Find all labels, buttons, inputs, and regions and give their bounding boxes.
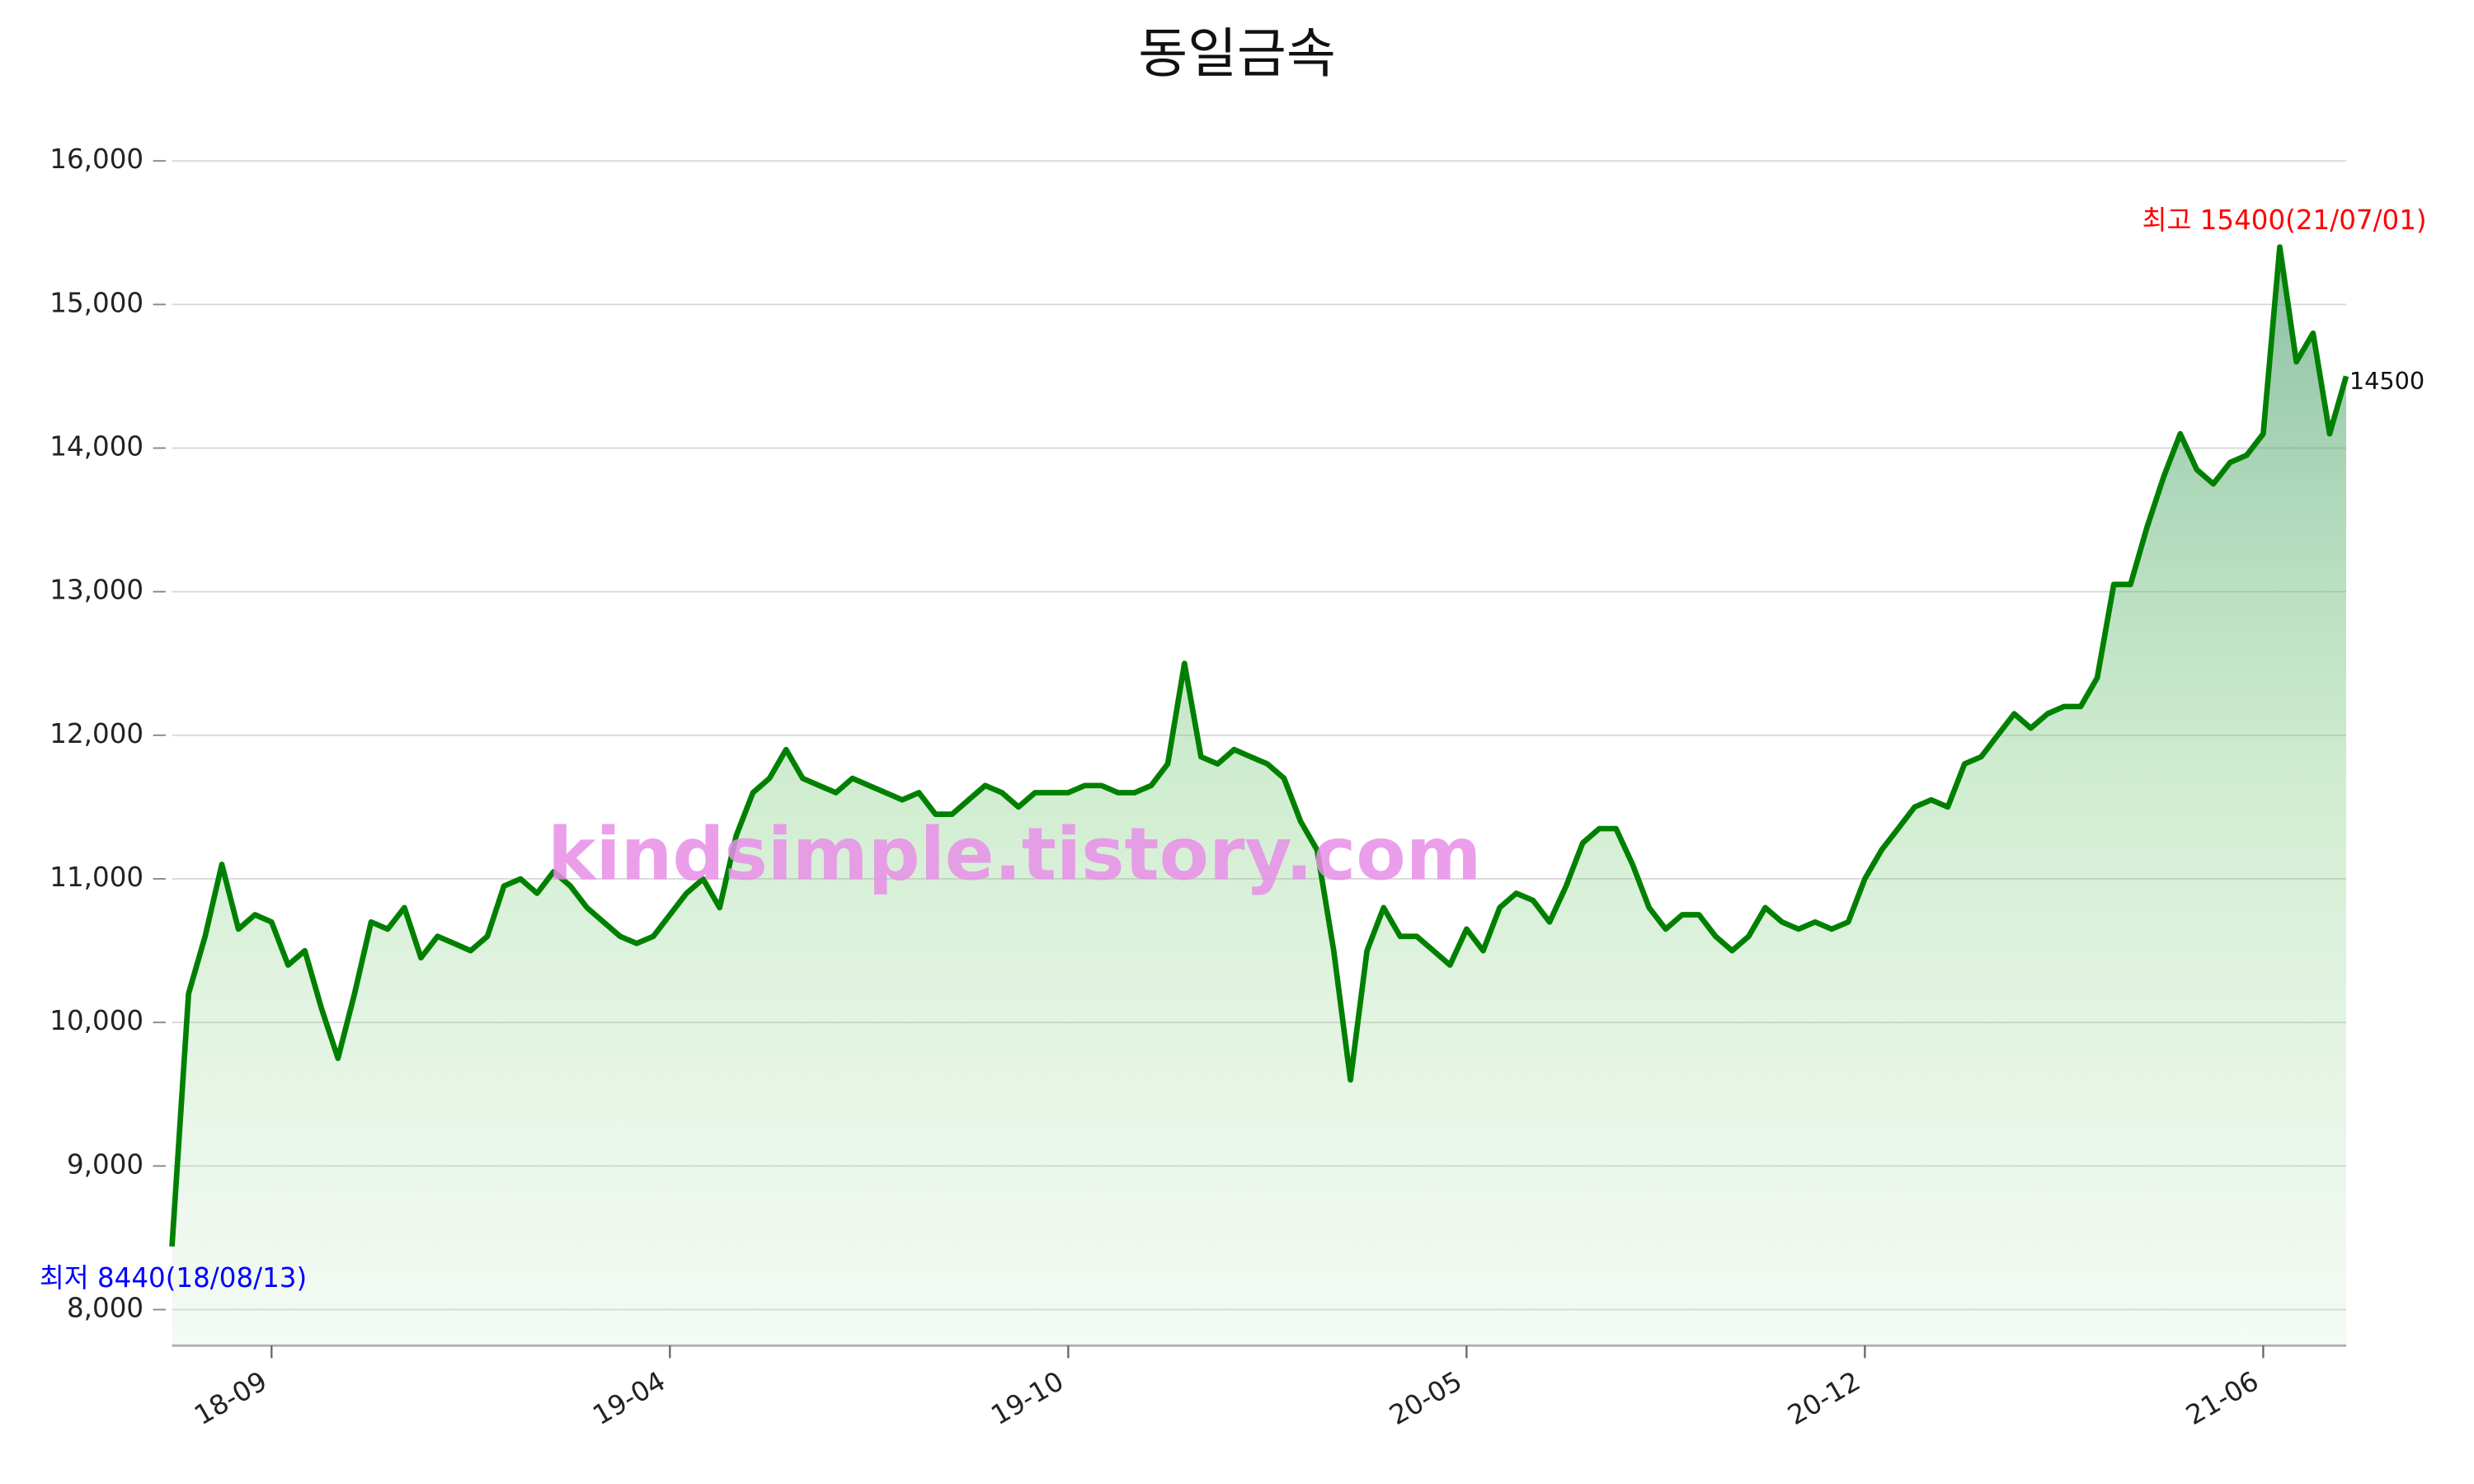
- annotation: 최저 8440(18/08/13): [40, 1262, 307, 1294]
- y-tick-label: 15,000: [49, 287, 143, 318]
- y-tick-label: 8,000: [67, 1292, 143, 1323]
- y-tick-label: 10,000: [49, 1005, 143, 1036]
- line: [169, 244, 2349, 1247]
- x-tick-label: 19-04: [587, 1365, 670, 1431]
- watermark: kindsimple.tistory.com: [548, 812, 1481, 897]
- y-tick-label: 16,000: [49, 143, 143, 175]
- y-tick-label: 11,000: [49, 862, 143, 893]
- x-tick-label: 19-10: [985, 1365, 1069, 1431]
- x-tick-label: 20-12: [1782, 1365, 1865, 1431]
- y-tick-label: 12,000: [49, 718, 143, 749]
- x-tick-label: 20-05: [1384, 1365, 1467, 1431]
- y-tick-label: 14,000: [49, 430, 143, 462]
- y-tick-label: 13,000: [49, 575, 143, 606]
- chart-title: 동일금속: [1138, 23, 1335, 85]
- y-tick-label: 9,000: [67, 1148, 143, 1180]
- last-value-label: 14500: [2349, 367, 2425, 395]
- annotation: 최고 15400(21/07/01): [2142, 204, 2427, 236]
- x-tick-label: 21-06: [2180, 1365, 2264, 1431]
- area: [172, 247, 2347, 1346]
- x-tick-label: 18-09: [189, 1365, 272, 1431]
